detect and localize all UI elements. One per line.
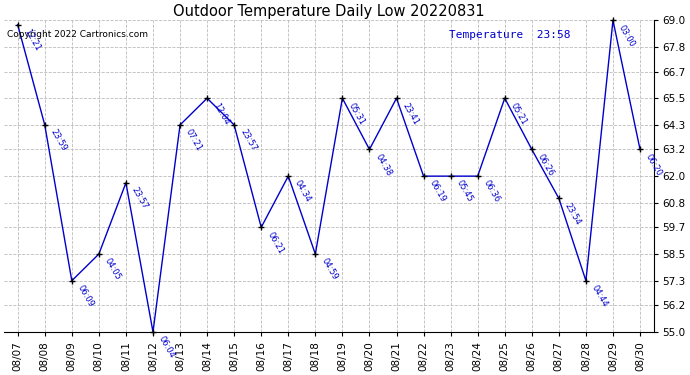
Text: 23:57: 23:57 — [130, 186, 150, 211]
Title: Outdoor Temperature Daily Low 20220831: Outdoor Temperature Daily Low 20220831 — [173, 4, 484, 19]
Text: 23:59: 23:59 — [49, 128, 68, 153]
Text: 04:44: 04:44 — [590, 284, 610, 309]
Text: 06:09: 06:09 — [76, 284, 96, 309]
Text: 12:04: 12:04 — [211, 101, 231, 126]
Text: 05:21: 05:21 — [509, 101, 529, 126]
Text: 12:21: 12:21 — [22, 28, 41, 53]
Text: 05:31: 05:31 — [346, 101, 366, 126]
Text: 23:57: 23:57 — [238, 128, 258, 153]
Text: 23:54: 23:54 — [563, 201, 583, 226]
Text: 06:21: 06:21 — [266, 230, 285, 255]
Text: 06:20: 06:20 — [644, 152, 664, 177]
Text: 06:19: 06:19 — [428, 179, 447, 204]
Text: 05:45: 05:45 — [455, 179, 475, 204]
Text: 06:04: 06:04 — [157, 335, 177, 360]
Text: 04:59: 04:59 — [319, 257, 339, 282]
Text: Copyright 2022 Cartronics.com: Copyright 2022 Cartronics.com — [8, 30, 148, 39]
Text: 04:05: 04:05 — [103, 257, 123, 282]
Text: 06:26: 06:26 — [536, 152, 555, 177]
Text: 07:21: 07:21 — [184, 128, 204, 153]
Text: Temperature  23:58: Temperature 23:58 — [449, 30, 571, 40]
Text: 04:38: 04:38 — [373, 152, 393, 177]
Text: 06:36: 06:36 — [482, 179, 502, 204]
Text: 03:00: 03:00 — [617, 23, 637, 48]
Text: 04:34: 04:34 — [293, 179, 312, 204]
Text: 23:41: 23:41 — [401, 101, 420, 126]
